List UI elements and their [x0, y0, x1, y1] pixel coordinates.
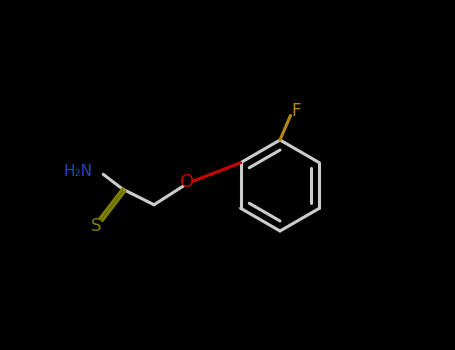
Text: S: S	[91, 217, 101, 236]
Text: H₂N: H₂N	[64, 164, 93, 179]
Text: O: O	[180, 173, 194, 191]
Text: F: F	[291, 102, 301, 120]
